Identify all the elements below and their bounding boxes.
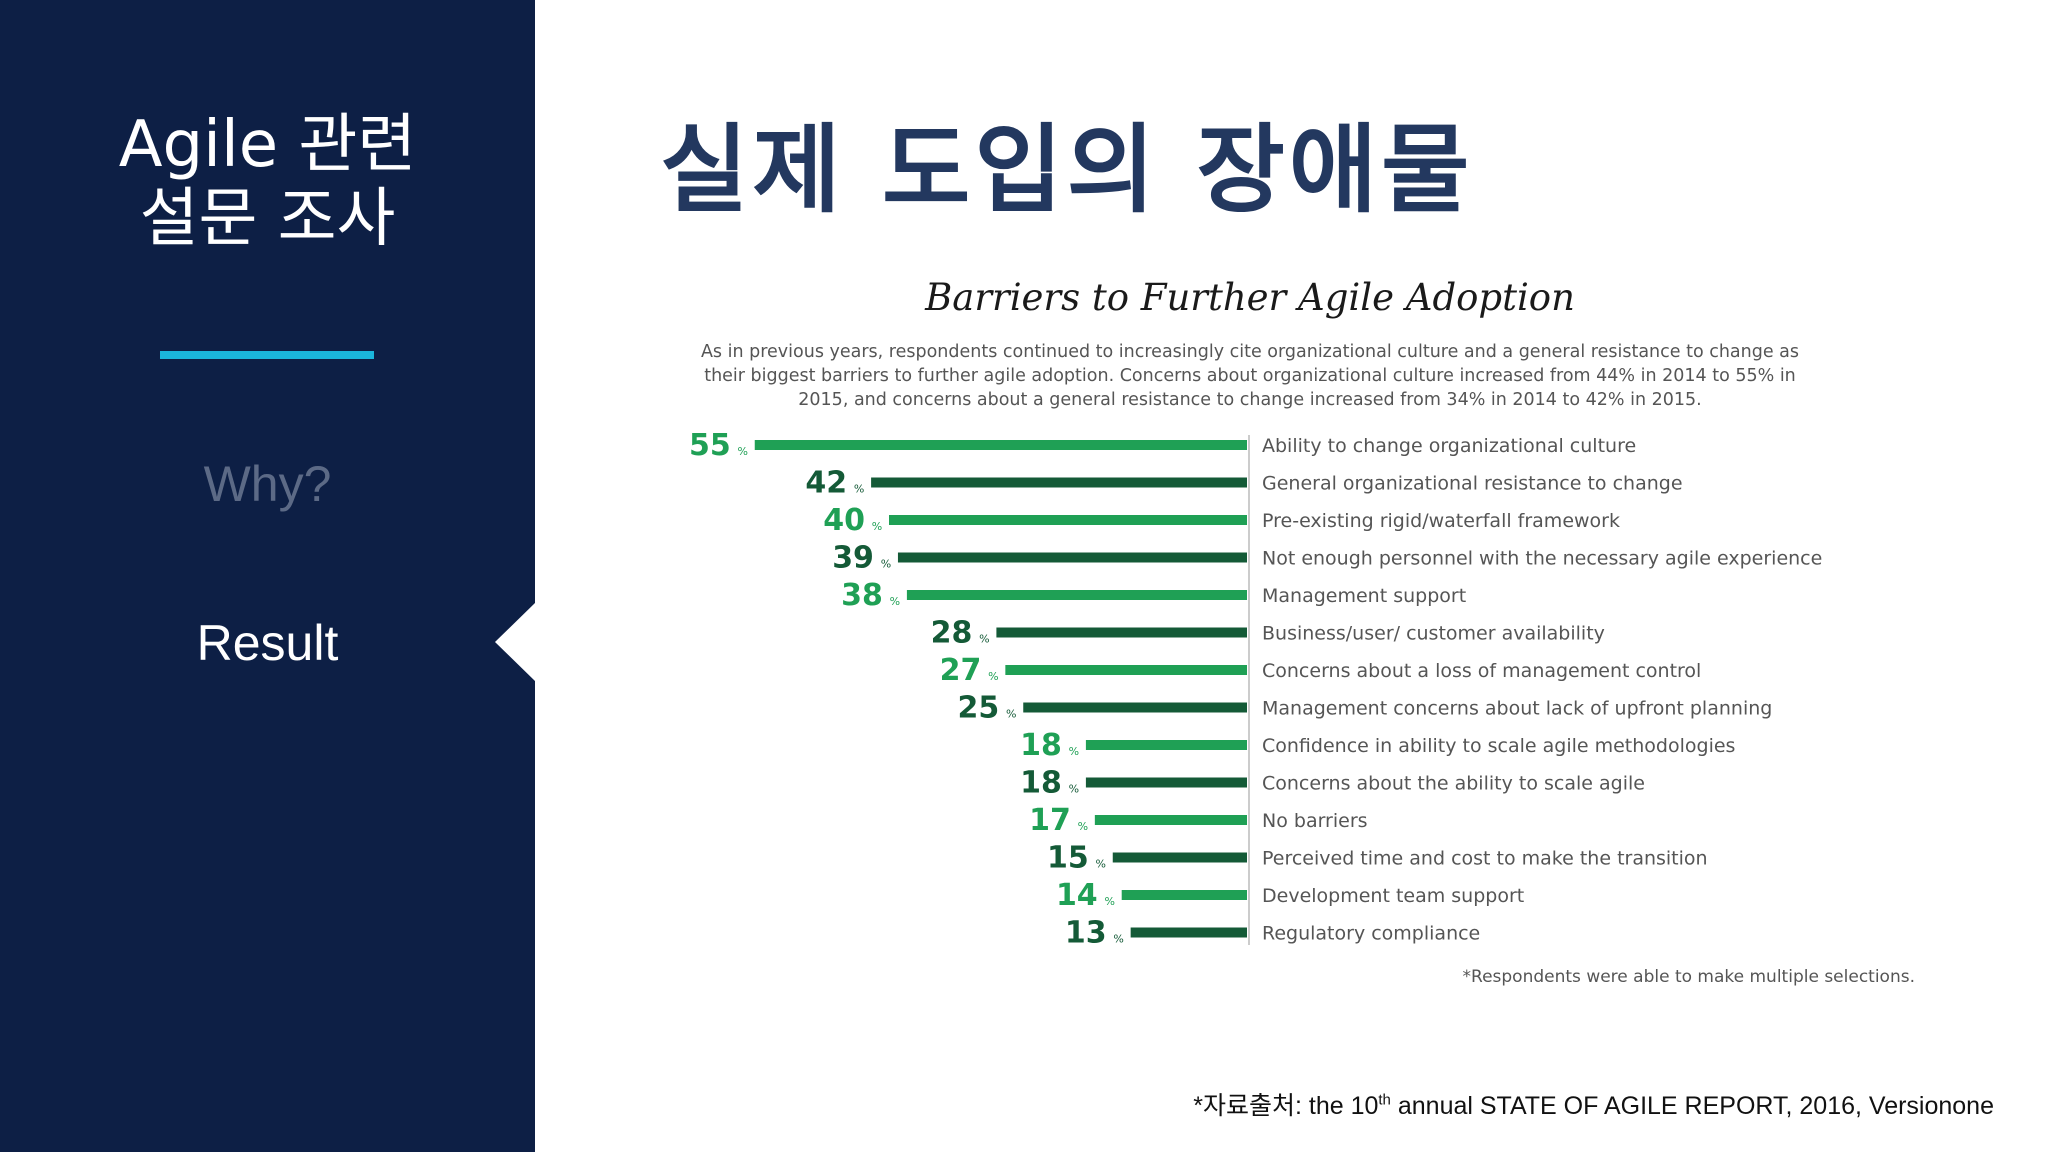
chart-data-label: 38 [841, 578, 883, 613]
chart-data-label-unit: % [738, 445, 748, 458]
chart-data-label: 55 [689, 428, 731, 463]
chart-bar [889, 515, 1247, 525]
chart-data-label: 28 [931, 616, 973, 651]
chart-category-label: Regulatory compliance [1262, 923, 1480, 945]
nav-item-result[interactable]: Result [196, 615, 339, 671]
chart-data-label-unit: % [1113, 933, 1123, 946]
chart-bar [1130, 927, 1247, 938]
chart-category-label: Pre-existing rigid/waterfall framework [1262, 510, 1620, 532]
chart-bars: 55% Ability to change organizational cult… [689, 428, 1822, 951]
chart-bar [1121, 890, 1247, 900]
chart-data-label-unit: % [872, 520, 882, 533]
barriers-chart: Barriers to Further Agile Adoption As in… [689, 276, 1915, 987]
sidebar-title-line2: 설문 조사 [139, 182, 396, 256]
chart-category-label: No barriers [1262, 810, 1368, 832]
chart-data-label-unit: % [1078, 820, 1088, 833]
chart-category-label: Not enough personnel with the necessary … [1262, 548, 1822, 570]
chart-data-label: 15 [1047, 841, 1089, 876]
sidebar-title-line1: Agile 관련 [118, 108, 417, 182]
source-citation: *자료출처: the 10th annual STATE OF AGILE RE… [1193, 1086, 1994, 1122]
chart-data-label-unit: % [854, 483, 864, 496]
chart-description-line: their biggest barriers to further agile … [704, 366, 1796, 386]
chart-bar [1085, 740, 1247, 750]
chart-data-label-unit: % [979, 633, 989, 646]
chart-bar [754, 440, 1247, 450]
chart-category-label: Development team support [1262, 885, 1524, 907]
chart-data-label: 27 [940, 653, 982, 688]
chart-category-label: Concerns about the ability to scale agil… [1262, 773, 1645, 795]
chart-category-label: Concerns about a loss of management cont… [1262, 660, 1701, 682]
chart-data-label-unit: % [1069, 745, 1079, 758]
page-title: 실제 도입의 장애물 [660, 114, 1474, 226]
chart-data-label: 40 [823, 503, 865, 538]
chart-bar [1085, 777, 1247, 788]
chart-data-label-unit: % [890, 595, 900, 608]
chart-category-label: General organizational resistance to cha… [1262, 473, 1683, 495]
chart-category-label: Ability to change organizational culture [1262, 435, 1636, 457]
chart-title: Barriers to Further Agile Adoption [924, 276, 1575, 319]
chart-data-label-unit: % [1104, 895, 1114, 908]
chart-category-label: Confidence in ability to scale agile met… [1262, 735, 1735, 757]
chart-bar [897, 552, 1247, 563]
chart-category-label: Perceived time and cost to make the tran… [1262, 848, 1708, 870]
chart-bar [1023, 702, 1247, 713]
sidebar-title: Agile 관련 설문 조사 [0, 108, 535, 256]
chart-data-label: 13 [1065, 916, 1107, 951]
chart-category-label: Management concerns about lack of upfron… [1262, 698, 1772, 720]
sidebar: Agile 관련 설문 조사 Why? Result [0, 0, 536, 1152]
chart-data-label: 17 [1029, 803, 1071, 838]
chart-bar [871, 477, 1247, 488]
chart-bar [1005, 665, 1247, 675]
source-prefix: *자료출처: the 10 [1193, 1092, 1379, 1120]
chart-category-label: Management support [1262, 585, 1466, 607]
chart-data-label: 18 [1020, 728, 1062, 763]
source-suffix: annual STATE OF AGILE REPORT, 2016, Vers… [1390, 1092, 1994, 1120]
chart-description-line: 2015, and concerns about a general resis… [798, 390, 1701, 410]
chart-bar [1112, 852, 1247, 863]
sidebar-divider [160, 351, 374, 359]
chart-data-label-unit: % [988, 670, 998, 683]
source-superscript: th [1378, 1091, 1391, 1109]
chart-description: As in previous years, respondents contin… [701, 342, 1799, 410]
chart-data-label: 25 [958, 691, 1000, 726]
chart-data-label: 42 [805, 466, 847, 501]
chart-data-label: 14 [1056, 878, 1098, 913]
chart-data-label: 39 [832, 541, 874, 576]
chart-bar [1094, 815, 1247, 825]
chart-description-line: As in previous years, respondents contin… [701, 342, 1799, 362]
chart-data-label: 18 [1020, 766, 1062, 801]
chart-data-label-unit: % [1096, 858, 1106, 871]
chart-category-label: Business/user/ customer availability [1262, 623, 1605, 645]
chart-bar [996, 627, 1247, 638]
chart-data-label-unit: % [881, 558, 891, 571]
nav-item-why[interactable]: Why? [203, 456, 332, 512]
chart-data-label-unit: % [1006, 708, 1016, 721]
chart-data-label-unit: % [1069, 783, 1079, 796]
chart-footnote: *Respondents were able to make multiple … [1463, 967, 1915, 987]
chart-bar [906, 590, 1247, 600]
active-nav-pointer-icon [495, 602, 536, 682]
